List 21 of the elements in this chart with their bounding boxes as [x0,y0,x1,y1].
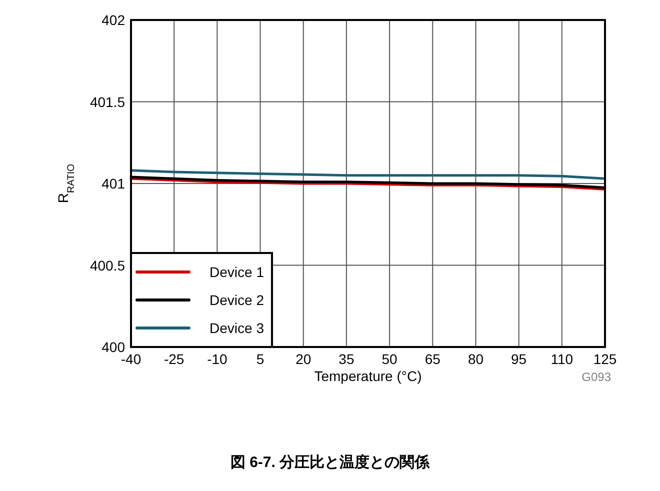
text: G093 [582,370,612,384]
y-tick-label: 401 [102,176,126,192]
x-tick-label: 35 [338,351,354,367]
x-tick-label: 125 [593,351,617,367]
x-tick-label: -25 [164,351,184,367]
x-tick-label: 95 [511,351,527,367]
x-tick-label: -10 [207,351,228,367]
x-tick-label: 20 [296,351,312,367]
x-tick-label: 65 [424,351,441,367]
y-tick-label: 402 [102,12,126,28]
x-tick-label: 50 [382,351,398,367]
x-tick-label: 80 [468,351,484,367]
y-tick-label: 401.5 [90,94,126,110]
caption: 図 6-7. 分圧比と温度との関係 [230,453,431,471]
x-tick-label: 110 [550,351,574,367]
legend-label: Device 2 [210,292,264,308]
x-axis-title: Temperature (°C) [314,368,422,384]
x-tick-label: 5 [256,351,264,367]
y-tick-label: 400.5 [90,257,126,274]
legend-label: Device 1 [210,264,264,280]
legend-label: Device 3 [210,320,264,336]
